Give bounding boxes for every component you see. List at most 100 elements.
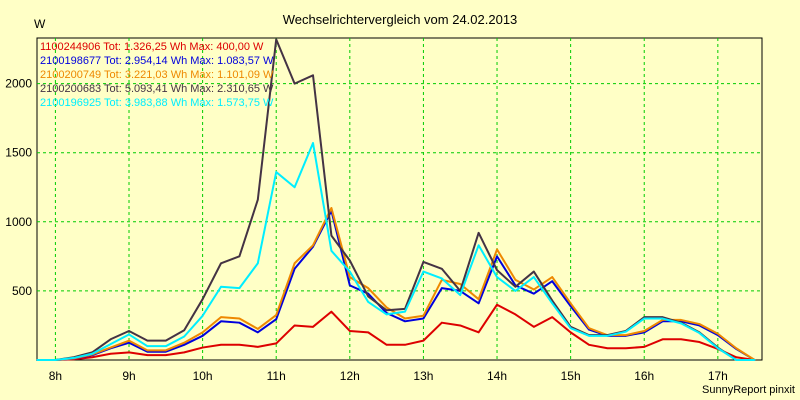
series-line [37,303,755,361]
data-point [183,329,186,332]
data-point [588,343,590,346]
data-point [533,326,535,328]
data-point [257,328,259,330]
data-point [330,234,333,237]
data-point [533,276,535,278]
x-tick-label: 16h [634,369,654,383]
data-point [441,287,443,289]
data-point [128,333,130,336]
data-point [514,290,517,292]
data-point [477,331,480,334]
y-tick-label: 1500 [5,146,32,160]
legend-entry: 2100196925 Tot: 3.983,88 Wh Max: 1.573,7… [40,97,274,109]
data-point [183,343,186,346]
data-point [257,331,259,334]
data-point [514,285,517,288]
legend-entry: 2100200749 Tot: 3.221,03 Wh Max: 1.101,0… [40,69,274,81]
data-point [533,292,535,295]
data-point [146,345,149,347]
data-point [293,324,296,327]
data-point [257,198,259,201]
series-line [37,206,756,361]
legend-entry: 2100200683 Tot: 5.093,41 Wh Max: 2.310,6… [40,83,274,95]
data-point [128,341,130,344]
data-point [128,339,130,342]
x-tick-label: 14h [487,369,507,383]
data-point [717,347,719,350]
data-point [183,341,186,344]
data-point [275,314,278,316]
data-point [496,255,498,258]
data-point [422,270,425,273]
data-point [735,356,738,359]
data-point [165,345,167,347]
data-point [753,359,756,361]
footer-credit: SunnyReport pinxit [702,384,795,396]
data-point [551,302,554,305]
data-point [625,330,627,333]
data-point [477,302,480,305]
series-line [37,142,755,361]
data-point [643,317,646,320]
data-point [146,349,149,352]
data-point [496,276,498,278]
data-point [109,346,112,349]
data-point [367,287,370,289]
data-point [698,323,701,325]
data-point [349,259,351,262]
data-point [735,347,738,350]
data-point [569,331,572,334]
data-point [165,354,167,356]
series-line [37,209,756,361]
data-point [441,267,443,270]
data-point [312,74,314,77]
x-tick-label: 9h [122,369,135,383]
data-point [404,310,406,313]
data-point [533,288,535,291]
data-point [625,347,627,350]
data-point [569,305,572,307]
data-point [661,317,664,320]
data-point [128,351,130,354]
data-point [385,343,388,346]
y-axis-unit-label: W [34,17,46,31]
data-point [441,277,443,280]
data-point [588,327,590,330]
data-point [698,332,701,334]
data-point [496,248,498,251]
data-point [238,321,241,324]
data-point [257,262,259,265]
chart-title: Wechselrichtervergleich vom 24.02.2013 [283,12,518,27]
data-point [404,320,406,323]
data-point [385,309,388,312]
data-point [422,339,425,342]
data-point [293,262,296,265]
x-tick-label: 13h [413,369,433,383]
data-point [735,359,738,361]
data-point [73,357,75,359]
data-point [422,314,425,317]
data-point [220,262,222,265]
data-point [533,270,535,273]
data-point [257,346,259,348]
data-point [109,352,112,355]
data-point [477,298,480,300]
data-point [643,330,646,332]
x-tick-label: 10h [193,369,213,383]
data-point [698,341,701,343]
data-point [569,327,572,330]
data-point [293,186,296,189]
data-point [514,279,517,281]
data-point [146,354,149,356]
x-tick-label: 12h [340,369,360,383]
data-point [312,326,314,328]
data-point [551,316,554,318]
data-point [275,342,278,345]
data-point [680,338,682,341]
data-point [349,270,351,273]
data-point [661,338,664,341]
data-point [569,302,572,305]
data-point [606,347,609,350]
data-point [183,351,186,354]
